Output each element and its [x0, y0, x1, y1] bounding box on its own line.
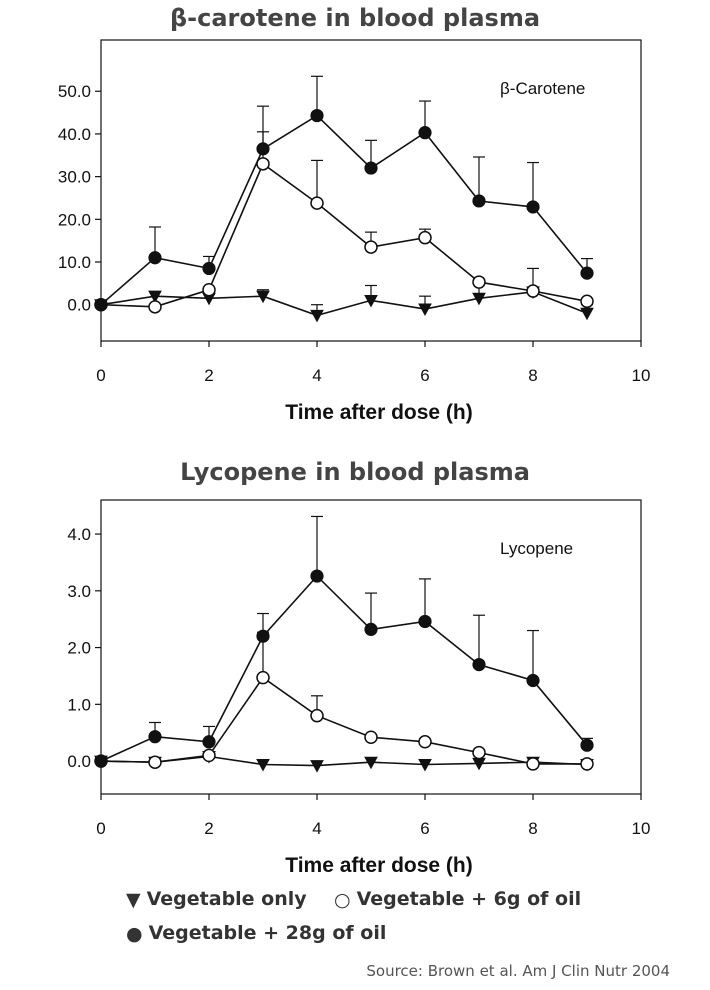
- data-point-filled-circle: [148, 251, 162, 265]
- data-point-filled-circle: [418, 126, 432, 140]
- y-tick-label: 0.0: [67, 296, 91, 315]
- series-line-triangle-down: [100, 755, 588, 767]
- data-point-filled-circle: [364, 161, 378, 175]
- legend-label-vegetable-6g-oil: Vegetable + 6g of oil: [356, 888, 582, 910]
- y-tick-label: 4.0: [67, 525, 91, 544]
- data-point-filled-circle: [148, 730, 162, 744]
- data-point-filled-circle: [202, 261, 216, 276]
- data-point-open-circle: [256, 670, 270, 685]
- data-point-filled-circle: [364, 622, 378, 637]
- open-circle-icon: ○: [334, 889, 351, 911]
- data-point-open-circle: [364, 240, 378, 254]
- data-point-open-circle: [202, 283, 216, 297]
- x-tick-label: 2: [204, 819, 213, 838]
- data-point-triangle-down: [418, 758, 432, 772]
- data-point-triangle-down: [418, 303, 432, 317]
- data-point-filled-circle: [472, 194, 486, 208]
- series-line-circle-open: [100, 676, 587, 765]
- series-line-triangle-down: [100, 291, 588, 317]
- inset-label: Lycopene: [500, 539, 573, 558]
- legend-label-vegetable-28g-oil: Vegetable + 28g of oil: [148, 922, 387, 944]
- y-tick-label: 0.0: [67, 752, 91, 771]
- filled-circle-icon: ●: [126, 923, 143, 945]
- triangle-down-icon: ▼: [126, 889, 141, 911]
- data-point-filled-circle: [580, 738, 594, 752]
- data-point-triangle-down: [364, 294, 378, 308]
- x-tick-label: 0: [96, 819, 105, 838]
- y-tick-label: 40.0: [58, 125, 91, 144]
- data-point-open-circle: [472, 745, 486, 760]
- data-point-open-circle: [148, 755, 162, 769]
- data-point-filled-circle: [472, 657, 486, 672]
- x-tick-label: 4: [312, 819, 321, 838]
- data-point-open-circle: [148, 300, 162, 314]
- data-point-open-circle: [202, 748, 216, 763]
- y-tick-label: 10.0: [58, 253, 91, 272]
- x-tick-label: 8: [528, 366, 537, 385]
- data-point-filled-circle: [94, 298, 108, 312]
- y-tick-label: 30.0: [58, 168, 91, 187]
- data-point-filled-circle: [580, 266, 594, 280]
- data-point-filled-circle: [310, 108, 324, 123]
- data-point-filled-circle: [256, 629, 270, 643]
- plot-frame: [100, 39, 642, 342]
- data-point-triangle-down: [310, 760, 324, 773]
- data-point-open-circle: [418, 735, 432, 749]
- data-point-open-circle: [472, 275, 486, 289]
- data-point-open-circle: [580, 294, 594, 309]
- chart-title-beta-carotene: β-carotene in blood plasma: [169, 4, 541, 32]
- y-tick-label: 3.0: [67, 582, 91, 601]
- data-point-filled-circle: [418, 614, 432, 629]
- y-tick-label: 2.0: [67, 639, 91, 658]
- x-tick-label: 8: [528, 819, 537, 838]
- data-point-triangle-down: [472, 292, 486, 306]
- data-point-open-circle: [418, 230, 432, 245]
- lycopene-chart: Lycopene 0.0 1.0 2.0 3.0 4.0 0 2 4 6 8 10 Time after…: [67, 499, 651, 877]
- data-point-triangle-down: [148, 290, 162, 304]
- data-point-triangle-down: [310, 309, 324, 323]
- data-point-open-circle: [364, 730, 378, 744]
- data-point-filled-circle: [202, 735, 216, 749]
- data-point-open-circle: [526, 284, 540, 298]
- data-point-filled-circle: [94, 754, 108, 768]
- x-tick-label: 0: [96, 366, 105, 385]
- data-point-filled-circle: [526, 200, 540, 214]
- data-point-triangle-down: [364, 756, 378, 770]
- data-point-filled-circle: [310, 569, 324, 583]
- legend-item-vegetable-28g-oil: ● Vegetable + 28g of oil: [126, 922, 386, 945]
- x-tick-label: 6: [420, 366, 429, 385]
- data-point-filled-circle: [526, 673, 540, 688]
- x-axis-label: Time after dose (h): [285, 854, 472, 877]
- series-line-circle-filled: [100, 114, 588, 306]
- source-note: Source: Brown et al. Am J Clin Nutr 2004: [366, 962, 670, 980]
- inset-label: β-Carotene: [500, 79, 585, 98]
- data-point-filled-circle: [256, 142, 270, 156]
- beta-carotene-chart: β-Carotene 0.0 10.0 20.0 30.0 40.0 50.0 0 2 4 6 8 10…: [58, 39, 651, 424]
- y-tick-label: 50.0: [58, 82, 91, 101]
- x-tick-label: 10: [632, 819, 651, 838]
- data-point-triangle-down: [256, 758, 270, 772]
- x-tick-label: 4: [312, 366, 321, 385]
- data-point-open-circle: [580, 757, 594, 771]
- x-tick-label: 2: [204, 366, 213, 385]
- series-line-circle-open: [100, 162, 588, 308]
- series-line-circle-filled: [100, 574, 588, 762]
- y-tick-label: 1.0: [67, 695, 91, 714]
- data-point-triangle-down: [580, 307, 594, 321]
- data-point-open-circle: [310, 196, 324, 210]
- legend-item-vegetable-6g-oil: ○ Vegetable + 6g of oil: [334, 888, 581, 911]
- data-point-open-circle: [310, 708, 324, 723]
- chart-title-lycopene: Lycopene in blood plasma: [180, 458, 530, 486]
- x-tick-label: 10: [632, 366, 651, 385]
- x-tick-label: 6: [420, 819, 429, 838]
- legend-label-vegetable-only: Vegetable only: [146, 888, 307, 910]
- data-point-open-circle: [526, 757, 540, 771]
- legend-item-vegetable-only: ▼ Vegetable only: [126, 888, 307, 911]
- data-point-triangle-down: [256, 290, 270, 304]
- y-tick-label: 20.0: [58, 210, 91, 229]
- x-axis-label: Time after dose (h): [285, 401, 472, 424]
